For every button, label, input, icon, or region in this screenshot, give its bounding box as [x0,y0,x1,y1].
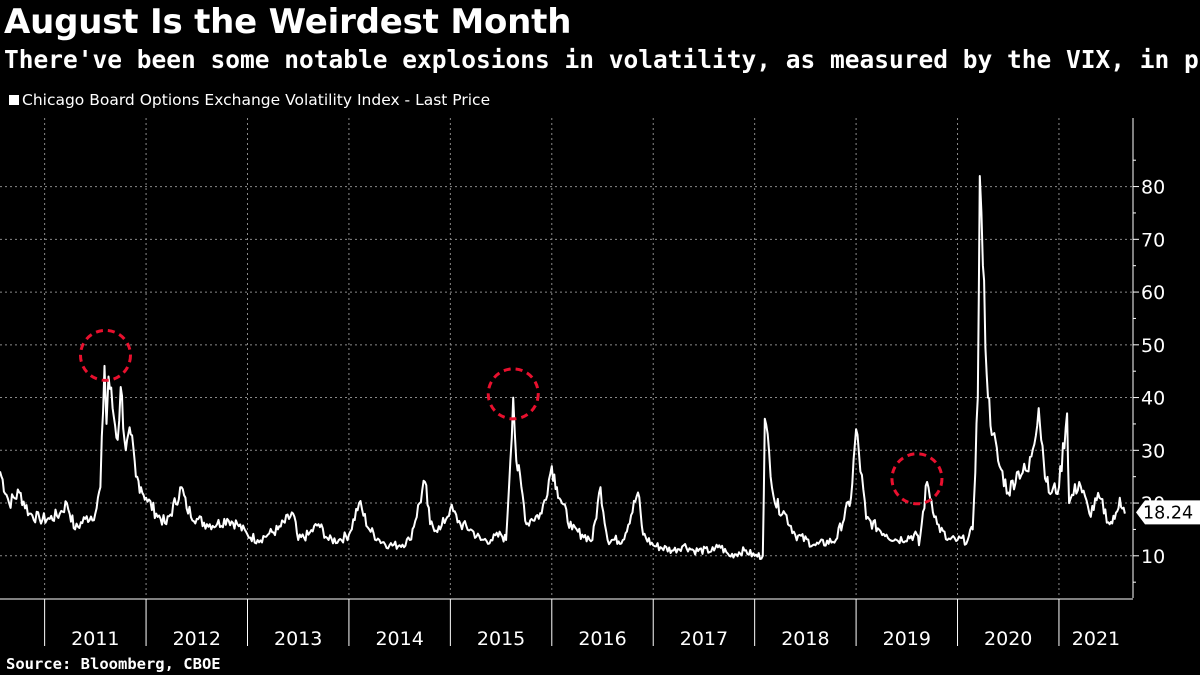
y-tick-label: 40 [1141,388,1165,410]
x-tick-label: 2011 [71,628,119,650]
x-tick-label: 2019 [883,628,931,650]
y-tick-label: 60 [1141,282,1165,304]
legend: Chicago Board Options Exchange Volatilit… [9,91,490,109]
vix-line [0,175,1126,560]
x-tick-label: 2013 [274,628,322,650]
y-tick-label: 30 [1141,440,1165,462]
spike-circle [486,367,540,421]
legend-label: Chicago Board Options Exchange Volatilit… [22,91,491,109]
last-price-label: 18.24 [1143,503,1193,523]
chart-subtitle: There've been some notable explosions in… [4,45,1200,74]
legend-swatch [9,95,19,105]
y-tick-label: 50 [1141,335,1165,357]
x-tick-label: 2012 [173,628,221,650]
last-price-tag [1136,500,1200,525]
x-tick-label: 2020 [984,628,1032,650]
x-tick-label: 2017 [680,628,728,650]
spike-circle [78,328,132,382]
y-tick-label: 10 [1141,546,1165,568]
x-tick-label: 2016 [578,628,626,650]
y-tick-label: 70 [1141,229,1165,251]
x-tick-label: 2014 [375,628,423,650]
source-note: Source: Bloomberg, CBOE [6,655,221,673]
spike-circle [890,452,944,506]
y-tick-label: 80 [1141,177,1165,199]
x-tick-label: 2015 [477,628,525,650]
x-tick-label: 2018 [781,628,829,650]
x-tick-label: 2021 [1072,628,1120,650]
chart-title: August Is the Weirdest Month [4,2,572,42]
